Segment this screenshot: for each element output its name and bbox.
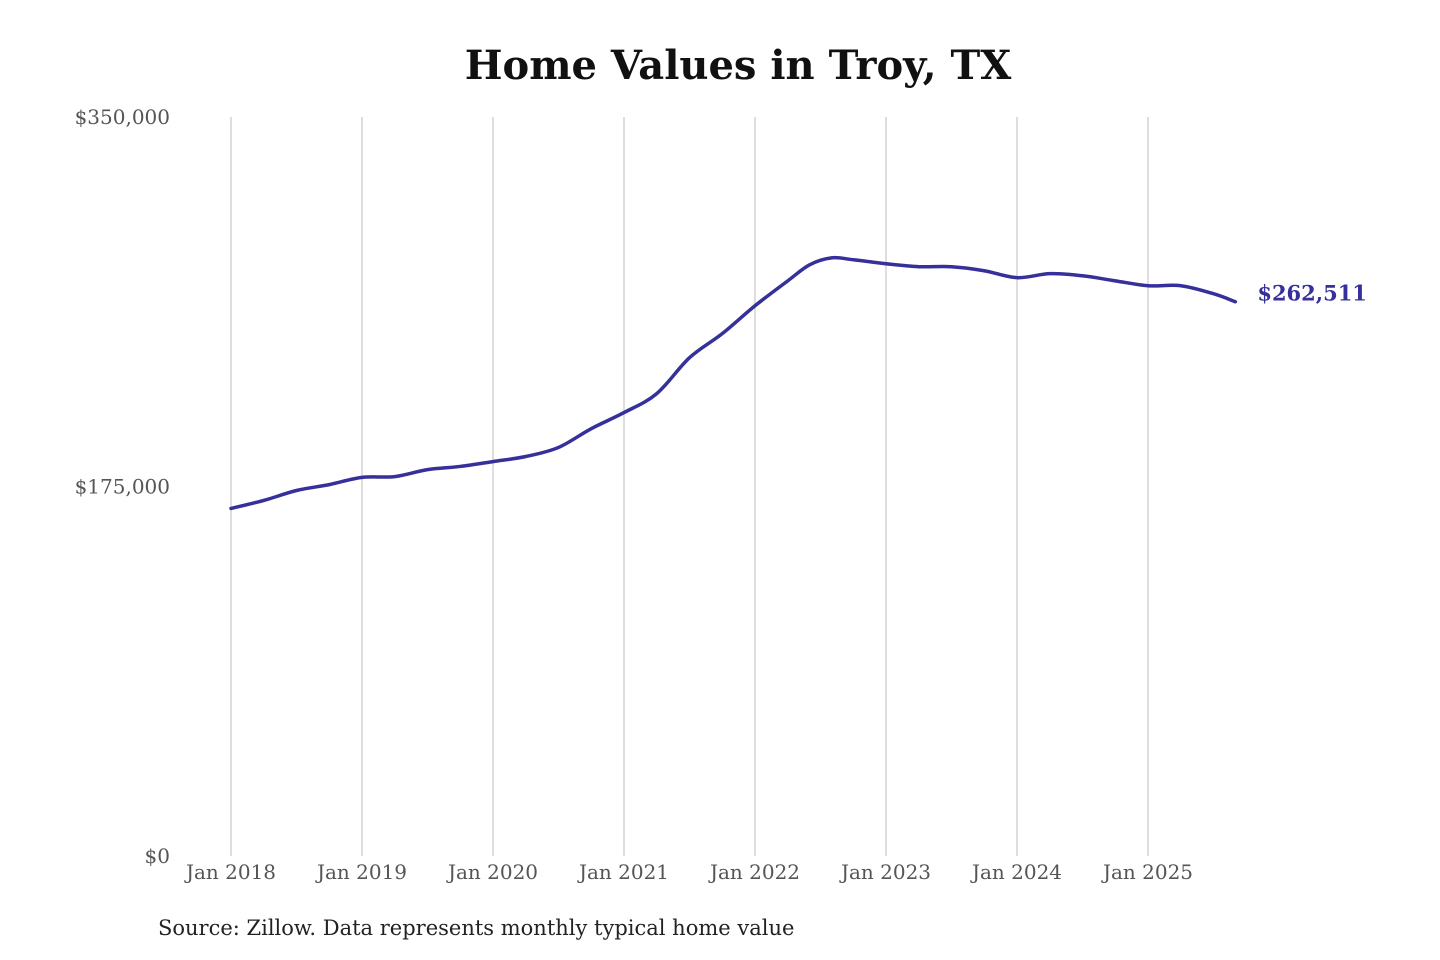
x-tick-label: Jan 2024	[970, 860, 1062, 884]
x-tick-label: Jan 2025	[1101, 860, 1193, 884]
x-tick-label: Jan 2022	[708, 860, 800, 884]
end-value-label: $262,511	[1257, 281, 1367, 306]
y-tick-label: $350,000	[75, 105, 170, 129]
series-line	[229, 255, 1238, 511]
y-tick-label: $175,000	[75, 475, 170, 499]
x-tick-label: Jan 2018	[184, 860, 276, 884]
x-tick-label: Jan 2023	[839, 860, 931, 884]
x-tick-label: Jan 2019	[315, 860, 407, 884]
chart-title: Home Values in Troy, TX	[464, 42, 1012, 89]
y-tick-label: $0	[145, 844, 170, 868]
source-note: Source: Zillow. Data represents monthly …	[158, 916, 795, 940]
x-tick-label: Jan 2021	[577, 860, 669, 884]
x-tick-label: Jan 2020	[446, 860, 538, 884]
